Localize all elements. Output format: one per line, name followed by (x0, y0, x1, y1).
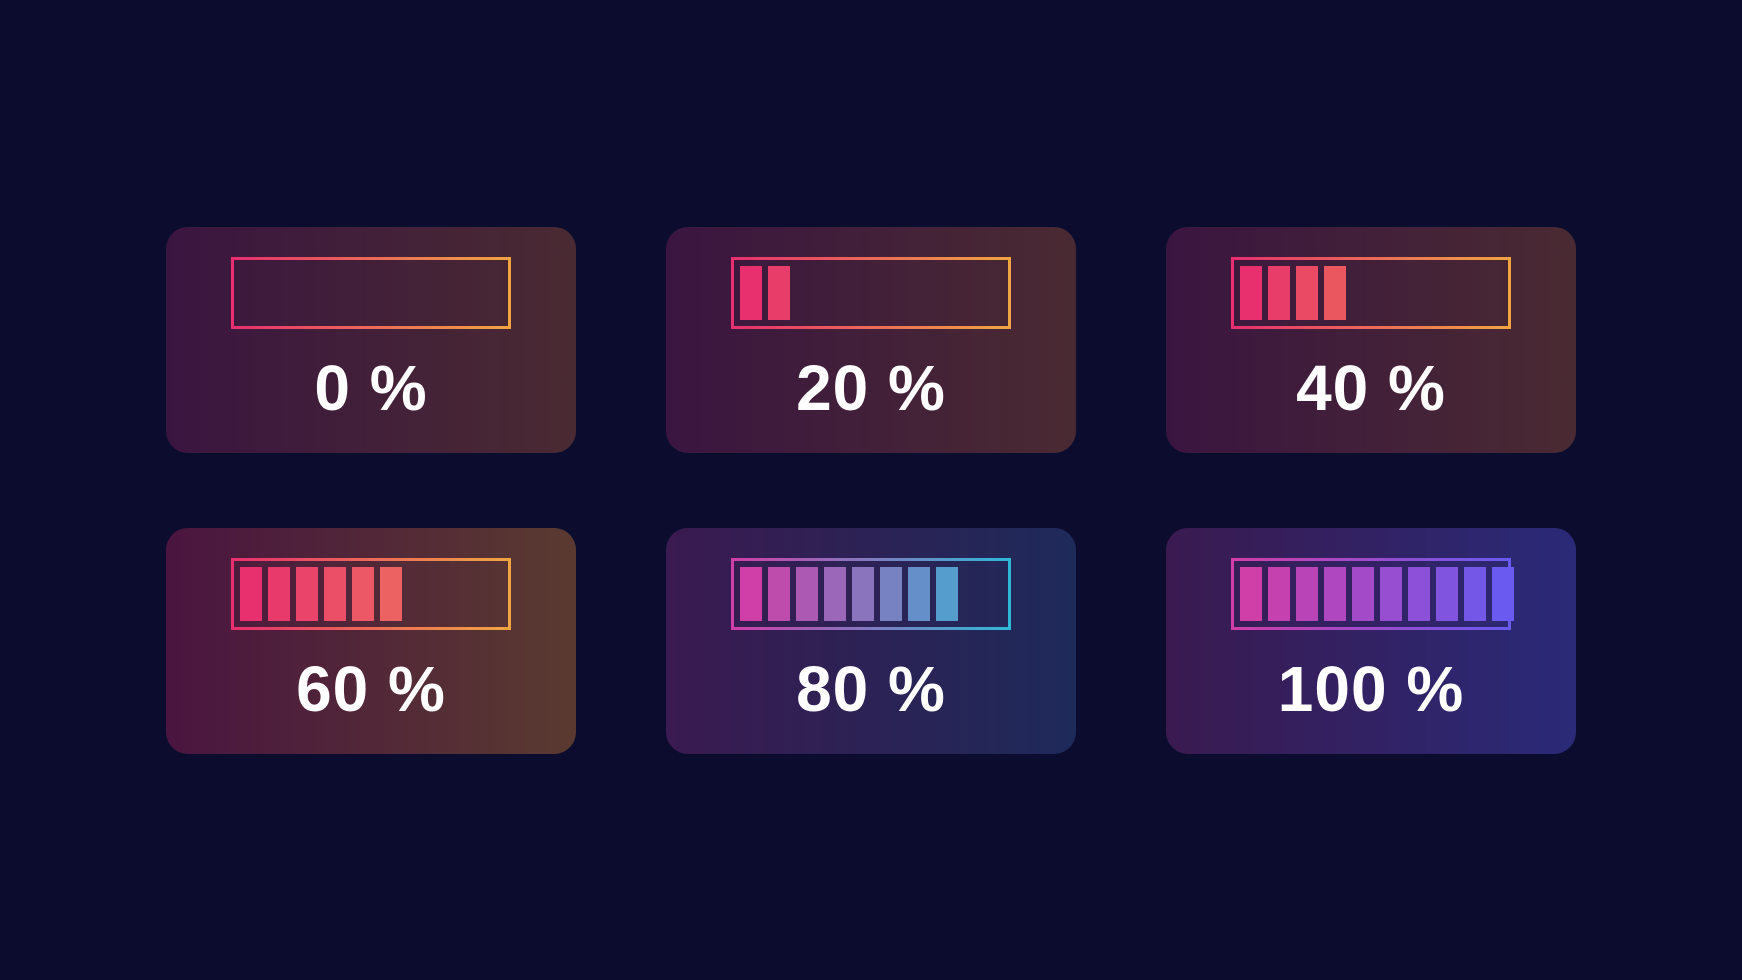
progress-segment (852, 567, 874, 621)
progress-bar (231, 558, 511, 630)
progress-segment (1296, 567, 1318, 621)
progress-segment (324, 567, 346, 621)
progress-segment (768, 567, 790, 621)
progress-segment (1492, 567, 1514, 621)
progress-label: 40 % (1296, 351, 1446, 425)
progress-bar (1231, 558, 1511, 630)
progress-segment (824, 567, 846, 621)
progress-segment (1380, 567, 1402, 621)
progress-segment (380, 567, 402, 621)
progress-segment (352, 567, 374, 621)
progress-segment (768, 266, 790, 320)
progress-segment (296, 567, 318, 621)
progress-card-60: 60 % (166, 528, 576, 754)
progress-segment (936, 567, 958, 621)
progress-card-80: 80 % (666, 528, 1076, 754)
progress-label: 80 % (796, 652, 946, 726)
progress-bar (731, 558, 1011, 630)
progress-card-0: 0 % (166, 227, 576, 453)
progress-segment (1296, 266, 1318, 320)
progress-segment (1240, 567, 1262, 621)
progress-label: 60 % (296, 652, 446, 726)
progress-label: 100 % (1278, 652, 1464, 726)
progress-segment (880, 567, 902, 621)
progress-segment (740, 567, 762, 621)
progress-segment (1408, 567, 1430, 621)
progress-bar (231, 257, 511, 329)
progress-label: 0 % (314, 351, 427, 425)
progress-segment (1324, 266, 1346, 320)
progress-bar (1231, 257, 1511, 329)
progress-segment (240, 567, 262, 621)
progress-segment (1436, 567, 1458, 621)
progress-segment (740, 266, 762, 320)
progress-card-100: 100 % (1166, 528, 1576, 754)
progress-segment (1324, 567, 1346, 621)
progress-card-40: 40 % (1166, 227, 1576, 453)
progress-segment (1464, 567, 1486, 621)
progress-segment (1240, 266, 1262, 320)
progress-segment (796, 567, 818, 621)
progress-bar (731, 257, 1011, 329)
progress-grid: 0 % 20 % 40 % 60 % 80 % 100 % (166, 227, 1576, 754)
progress-segment (268, 567, 290, 621)
progress-segment (908, 567, 930, 621)
progress-segment (1268, 266, 1290, 320)
progress-card-20: 20 % (666, 227, 1076, 453)
progress-segment (1352, 567, 1374, 621)
progress-segment (1268, 567, 1290, 621)
progress-label: 20 % (796, 351, 946, 425)
